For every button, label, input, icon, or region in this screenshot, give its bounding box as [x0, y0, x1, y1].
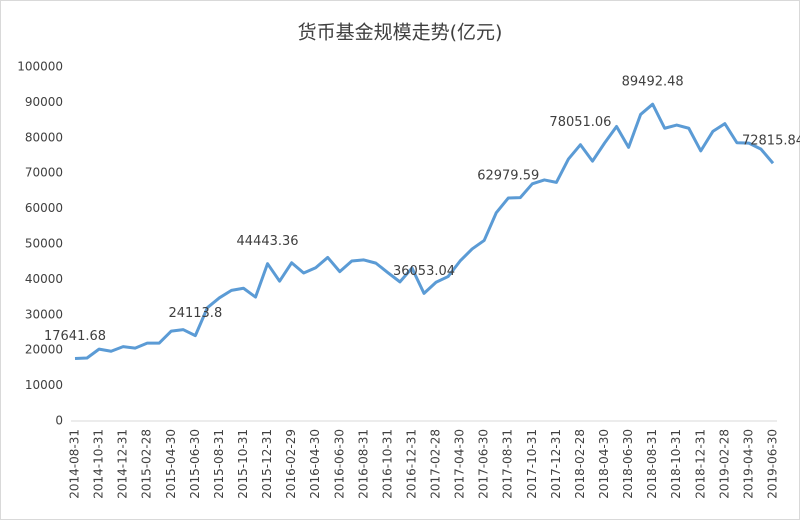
x-tick-label: 2014-08-31 — [68, 429, 82, 499]
y-tick-label: 100000 — [17, 60, 63, 74]
x-tick-label: 2019-02-28 — [717, 429, 731, 499]
x-tick-label: 2015-12-31 — [260, 429, 274, 499]
line-series — [74, 102, 775, 361]
y-tick-label: 10000 — [25, 378, 63, 392]
x-tick-label: 2015-06-30 — [188, 429, 202, 499]
x-tick-label: 2017-12-31 — [549, 429, 563, 499]
data-label: 89492.48 — [622, 75, 684, 90]
y-tick-label: 40000 — [25, 272, 63, 286]
y-tick-label: 20000 — [25, 343, 63, 357]
x-tick-label: 2017-04-30 — [453, 429, 467, 499]
x-tick-label: 2016-10-31 — [380, 429, 394, 499]
y-tick-label: 60000 — [25, 201, 63, 215]
x-tick-label: 2016-12-31 — [404, 429, 418, 499]
x-tick-label: 2015-08-31 — [212, 429, 226, 499]
x-tick-label: 2018-02-28 — [573, 429, 587, 499]
x-tick-label: 2014-12-31 — [116, 429, 130, 499]
y-tick-label: 70000 — [25, 166, 63, 180]
x-tick-label: 2018-08-31 — [645, 429, 659, 499]
y-tick-label: 0 — [55, 414, 63, 428]
x-tick-label: 2019-04-30 — [741, 429, 755, 499]
x-tick-label: 2016-08-31 — [356, 429, 370, 499]
x-tick-label: 2016-04-30 — [308, 429, 322, 499]
data-label: 24113.8 — [168, 306, 222, 321]
data-label: 78051.06 — [549, 115, 611, 130]
x-tick-label: 2016-02-29 — [284, 429, 298, 499]
x-tick-label: 2015-02-28 — [140, 429, 154, 499]
y-tick-label: 30000 — [25, 307, 63, 321]
x-tick-label: 2019-06-30 — [766, 429, 780, 499]
x-tick-label: 2017-02-28 — [429, 429, 443, 499]
data-label: 17641.68 — [44, 329, 106, 344]
x-tick-label: 2014-10-31 — [92, 429, 106, 499]
x-tick-label: 2018-04-30 — [597, 429, 611, 499]
x-tick-label: 2018-12-31 — [693, 429, 707, 499]
x-tick-label: 2016-06-30 — [332, 429, 346, 499]
data-label: 72815.84 — [742, 134, 800, 149]
x-tick-label: 2015-10-31 — [236, 429, 250, 499]
x-tick-label: 2018-06-30 — [621, 429, 635, 499]
x-tick-label: 2017-06-30 — [477, 429, 491, 499]
x-tick-label: 2017-10-31 — [525, 429, 539, 499]
data-label: 36053.04 — [393, 264, 455, 279]
data-label: 44443.36 — [237, 234, 299, 249]
data-label: 62979.59 — [477, 169, 539, 184]
x-tick-label: 2015-04-30 — [164, 429, 178, 499]
x-tick-label: 2018-10-31 — [669, 429, 683, 499]
y-tick-label: 50000 — [25, 237, 63, 251]
y-tick-label: 90000 — [25, 95, 63, 109]
x-tick-label: 2017-08-31 — [501, 429, 515, 499]
chart-title: 货币基金规模走势(亿元) — [298, 22, 503, 44]
y-tick-label: 80000 — [25, 130, 63, 144]
